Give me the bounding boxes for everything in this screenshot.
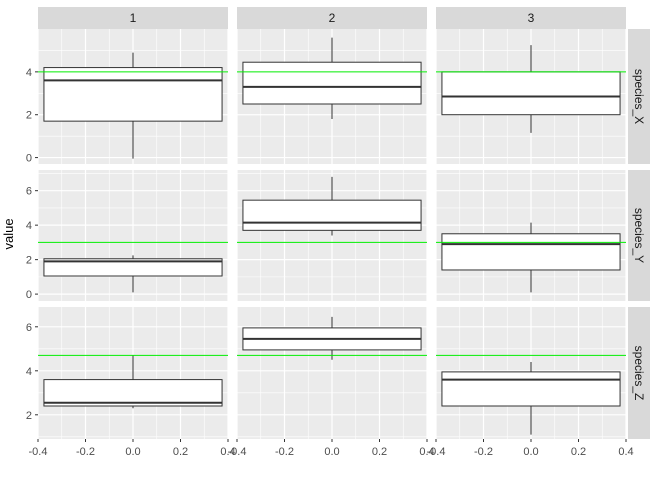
- y-tick-label: 6: [26, 186, 32, 198]
- panel-species_Z-3: [435, 307, 627, 439]
- panel-species_X-1: [37, 29, 229, 164]
- facet-strip-col-3: [436, 7, 626, 29]
- box-iqr: [441, 371, 621, 407]
- x-tick-label: -0.2: [474, 446, 493, 458]
- x-tick-label: -0.2: [275, 446, 294, 458]
- x-tick-label: -0.4: [228, 446, 247, 458]
- y-tick-label: 2: [26, 110, 32, 122]
- y-tick-label: 2: [26, 410, 32, 422]
- facet-strip-label: species_X: [632, 69, 646, 124]
- x-tick-label: 0.2: [173, 446, 188, 458]
- x-tick-label: 0.0: [125, 446, 140, 458]
- facet-strip-label: species_Y: [632, 208, 646, 263]
- panel-species_X-2: [236, 29, 428, 164]
- box-iqr: [43, 258, 223, 277]
- x-tick-label: 0.2: [571, 446, 586, 458]
- panel-species_Y-1: [37, 170, 229, 301]
- box-iqr: [242, 199, 422, 231]
- panel-species_Z-1: [37, 307, 229, 439]
- box-iqr: [441, 233, 621, 271]
- facet-strip-row-species_Y: [628, 170, 650, 301]
- facet-strip-label: 2: [329, 11, 336, 25]
- facet-strip-row-species_X: [628, 29, 650, 164]
- x-tick-label: 0.0: [324, 446, 339, 458]
- panel-species_X-3: [435, 29, 627, 164]
- box-iqr: [242, 61, 422, 105]
- x-tick-label: -0.4: [29, 446, 48, 458]
- y-tick-label: 0: [26, 153, 32, 165]
- y-tick-label: 4: [26, 220, 32, 232]
- x-tick-label: 0.4: [419, 446, 434, 458]
- facet-strip-col-2: [237, 7, 427, 29]
- x-tick-label: 0.0: [523, 446, 538, 458]
- x-tick-label: -0.4: [427, 446, 446, 458]
- facet-strip-label: species_Z: [632, 346, 646, 401]
- panel-species_Y-2: [236, 170, 428, 301]
- y-axis-title: value: [1, 218, 16, 249]
- y-tick-label: 4: [26, 366, 32, 378]
- facet-strip-label: 1: [130, 11, 137, 25]
- box-iqr: [43, 379, 223, 407]
- facet-strip-col-1: [38, 7, 228, 29]
- facet-strip-label: 3: [528, 11, 535, 25]
- box-iqr: [43, 67, 223, 122]
- x-tick-label: 0.4: [618, 446, 633, 458]
- y-tick-label: 2: [26, 255, 32, 267]
- x-tick-label: 0.4: [220, 446, 235, 458]
- y-tick-label: 0: [26, 289, 32, 301]
- y-tick-label: 4: [26, 67, 32, 79]
- y-tick-label: 6: [26, 322, 32, 334]
- box-iqr: [441, 71, 621, 116]
- panel-species_Z-2: [236, 307, 428, 439]
- facet-strip-row-species_Z: [628, 307, 650, 439]
- panel-species_Y-3: [435, 170, 627, 301]
- x-tick-label: 0.2: [372, 446, 387, 458]
- x-tick-label: -0.2: [76, 446, 95, 458]
